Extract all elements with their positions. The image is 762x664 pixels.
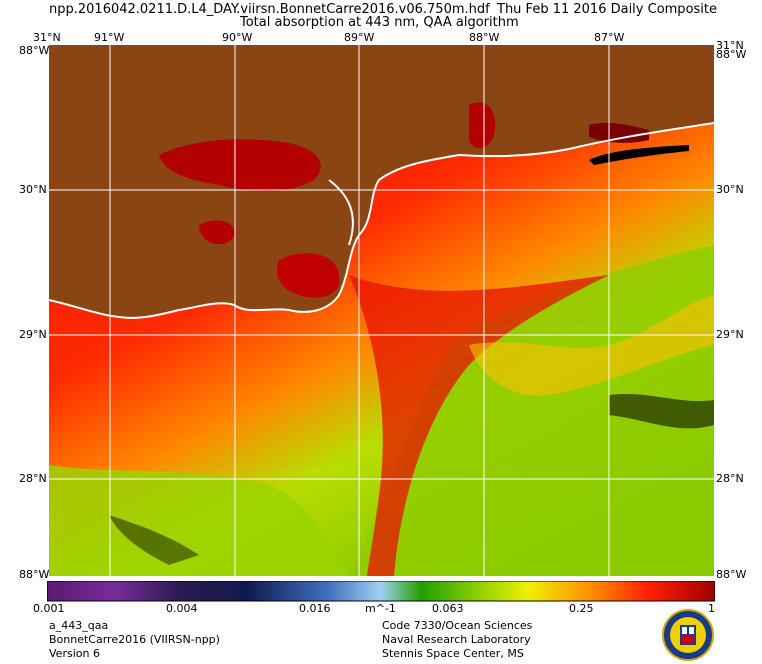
corner-label-top-left: 31°N bbox=[33, 31, 61, 44]
colorbar-tick-025: 0.25 bbox=[569, 602, 594, 615]
no-data-offshore bbox=[609, 393, 714, 429]
lon-label-87w: 87°W bbox=[594, 31, 625, 44]
chandeleur-islands bbox=[328, 179, 354, 246]
corner-label-left-upper: 88°W bbox=[19, 44, 50, 57]
lake-pontchartrain bbox=[159, 139, 321, 192]
lat-label-left-28n: 28°N bbox=[19, 472, 47, 485]
footer-product: a_443_qaa bbox=[49, 619, 109, 632]
colorbar-tick-0063: 0.063 bbox=[432, 602, 464, 615]
frontal-eddy bbox=[469, 295, 714, 396]
graticule bbox=[49, 45, 714, 576]
footer-lab: Naval Research Laboratory bbox=[382, 633, 531, 646]
footer-location: Stennis Space Center, MS bbox=[382, 647, 524, 660]
corner-label-right-bottom: 88°W bbox=[716, 568, 747, 581]
footer-sensor: BonnetCarre2016 (VIIRSN-npp) bbox=[49, 633, 220, 646]
no-data-nearshore bbox=[589, 145, 689, 165]
shelf-water-west bbox=[49, 465, 349, 576]
inland-lake bbox=[199, 220, 235, 245]
mobile-bay bbox=[469, 102, 496, 149]
colorbar bbox=[47, 581, 715, 602]
corner-label-top-right: 31°N bbox=[716, 39, 744, 52]
lon-label-88w: 88°W bbox=[469, 31, 500, 44]
colorbar-tick-0016: 0.016 bbox=[299, 602, 331, 615]
lon-label-90w: 90°W bbox=[222, 31, 253, 44]
barataria-bay bbox=[276, 253, 340, 298]
corner-label-left-bottom: 88°W bbox=[19, 568, 50, 581]
pensacola-bay bbox=[589, 122, 649, 143]
lon-label-91w: 91°W bbox=[94, 31, 125, 44]
lat-label-right-30n: 30°N bbox=[716, 183, 744, 196]
offshore-water bbox=[349, 245, 714, 576]
colorbar-tick-0001: 0.001 bbox=[33, 602, 65, 615]
colorbar-gradient bbox=[47, 581, 715, 602]
lat-label-right-29n: 29°N bbox=[716, 328, 744, 341]
lat-label-left-30n: 30°N bbox=[19, 183, 47, 196]
corner-label-right-upper: 88°W bbox=[716, 48, 747, 61]
lat-label-right-28n: 28°N bbox=[716, 472, 744, 485]
lat-label-left-29n: 29°N bbox=[19, 328, 47, 341]
colorbar-tick-0004: 0.004 bbox=[166, 602, 198, 615]
date-title: Thu Feb 11 2016 Daily Composite bbox=[497, 2, 717, 17]
filename-title: npp.2016042.0211.D.L4_DAY.viirsn.BonnetC… bbox=[49, 2, 490, 17]
footer-version: Version 6 bbox=[49, 647, 100, 660]
coastline bbox=[49, 122, 714, 319]
colorbar-unit: m^-1 bbox=[365, 602, 396, 615]
footer-code: Code 7330/Ocean Sciences bbox=[382, 619, 533, 632]
land-mass bbox=[49, 45, 714, 318]
no-data-west bbox=[109, 515, 199, 565]
lon-label-89w: 89°W bbox=[344, 31, 375, 44]
product-subtitle: Total absorption at 443 nm, QAA algorith… bbox=[240, 15, 519, 30]
absorption-map bbox=[49, 45, 714, 576]
river-plume bbox=[349, 275, 609, 576]
nrl-seal-icon bbox=[662, 609, 714, 661]
colorbar-tick-1: 1 bbox=[708, 602, 715, 615]
